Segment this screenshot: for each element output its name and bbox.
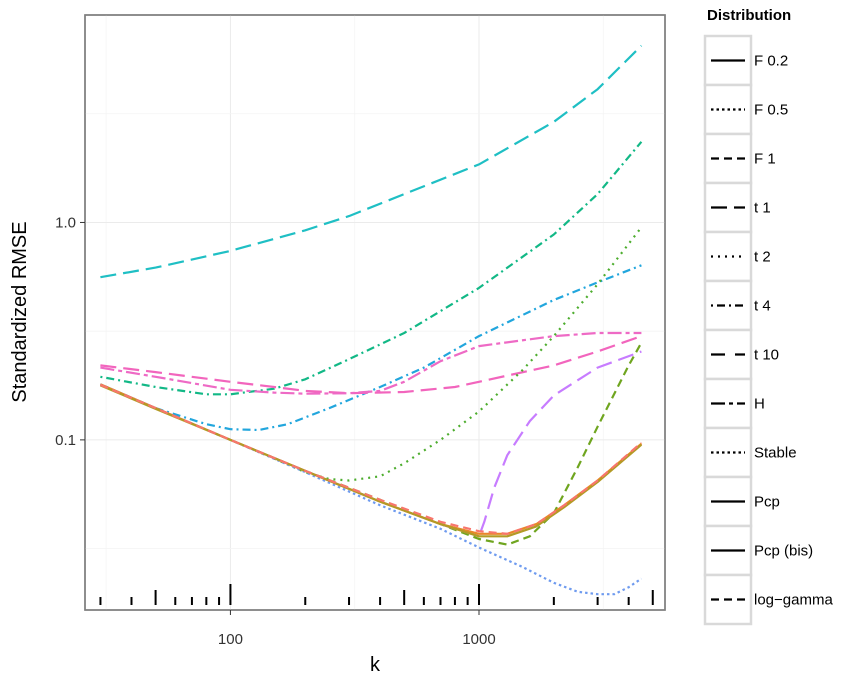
legend-label: t 10: [754, 347, 779, 364]
plot-border: [84, 14, 666, 611]
legend-label: log−gamma: [754, 592, 833, 609]
y-ticks: 0.1 1.0: [55, 214, 85, 449]
series-line-8: [99, 350, 642, 538]
x-ticks: 100 1000: [218, 610, 496, 648]
y-axis-title: Standardized RMSE: [9, 221, 31, 402]
legend-label: Pcp (bis): [754, 543, 813, 560]
x-axis-title: k: [370, 654, 381, 676]
x-tick-label: 100: [218, 631, 243, 648]
legend-label: F 0.5: [754, 102, 788, 119]
series-line-11: [99, 384, 643, 538]
series-line-3: [99, 264, 642, 432]
y-tick-label: 0.1: [55, 432, 76, 449]
legend-label: t 2: [754, 249, 771, 266]
legend: F 0.2 F 0.5 F 1 t 1 t 2 t 4 t 10 H Stable Pcp Pcp …: [703, 34, 833, 626]
y-tick-label: 1.0: [55, 214, 76, 231]
series-line-7: [99, 342, 643, 546]
legend-label: t 4: [754, 298, 771, 315]
series-line-4: [100, 335, 642, 395]
legend-label: F 1: [754, 151, 776, 168]
legend-label: t 1: [754, 200, 771, 217]
legend-label: H: [754, 396, 765, 413]
legend-title: Distribution: [707, 7, 791, 24]
series-lines: [99, 44, 643, 596]
legend-label: Stable: [754, 445, 797, 462]
series-line-2: [100, 141, 643, 396]
plot-panel: [84, 14, 666, 611]
legend-label: Pcp: [754, 494, 780, 511]
x-rug: [99, 584, 654, 605]
x-tick-label: 1000: [462, 631, 495, 648]
series-line-1: [100, 44, 643, 279]
series-line-5: [100, 331, 642, 395]
legend-label: F 0.2: [754, 53, 788, 70]
